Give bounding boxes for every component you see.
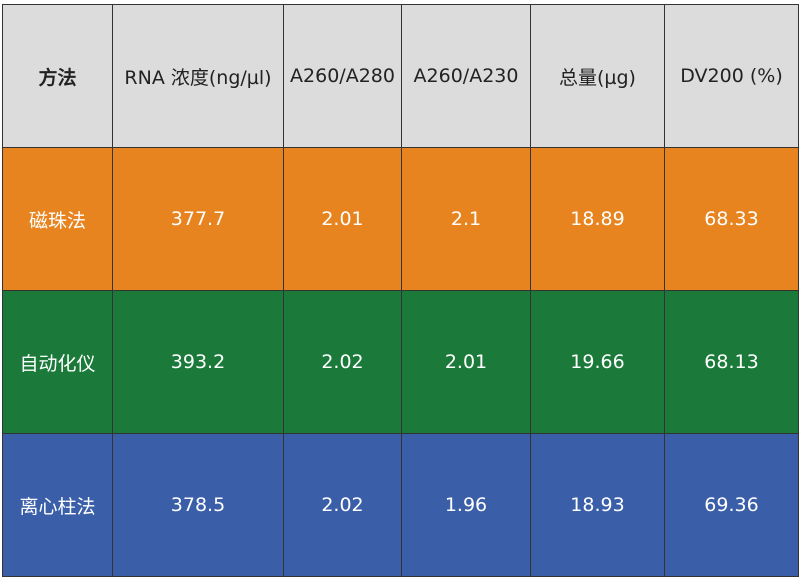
header-cell: RNA 浓度(ng/µl): [112, 4, 284, 148]
value-cell: 2.02: [283, 290, 402, 434]
header-cell: DV200 (%): [664, 4, 799, 148]
header-row: 方法 RNA 浓度(ng/µl) A260/A280 A260/A230 总量(µg) D…: [2, 4, 799, 148]
value-cell: 377.7: [112, 147, 284, 291]
value-cell: 1.96: [401, 433, 531, 577]
value-cell: 393.2: [112, 290, 284, 434]
table-row: 磁珠法 377.7 2.01 2.1 18.89 68.33: [2, 147, 799, 291]
value-cell: 18.93: [530, 433, 665, 577]
value-cell: 2.02: [283, 433, 402, 577]
table-row: 离心柱法 378.5 2.02 1.96 18.93 69.36: [2, 433, 799, 577]
table-body: 磁珠法 377.7 2.01 2.1 18.89 68.33 自动化仪 393.2 2.02 2.…: [2, 147, 799, 577]
header-cell: A260/A280: [283, 4, 402, 148]
method-cell: 自动化仪: [2, 290, 113, 434]
value-cell: 68.13: [664, 290, 799, 434]
value-cell: 378.5: [112, 433, 284, 577]
value-cell: 2.01: [283, 147, 402, 291]
value-cell: 19.66: [530, 290, 665, 434]
method-cell: 离心柱法: [2, 433, 113, 577]
value-cell: 2.1: [401, 147, 531, 291]
header-cell: 总量(µg): [530, 4, 665, 148]
value-cell: 68.33: [664, 147, 799, 291]
header-cell: 方法: [2, 4, 113, 148]
value-cell: 2.01: [401, 290, 531, 434]
table-row: 自动化仪 393.2 2.02 2.01 19.66 68.13: [2, 290, 799, 434]
results-table: 方法 RNA 浓度(ng/µl) A260/A280 A260/A230 总量(µg) D…: [2, 4, 799, 577]
header-cell: A260/A230: [401, 4, 531, 148]
value-cell: 18.89: [530, 147, 665, 291]
method-cell: 磁珠法: [2, 147, 113, 291]
value-cell: 69.36: [664, 433, 799, 577]
